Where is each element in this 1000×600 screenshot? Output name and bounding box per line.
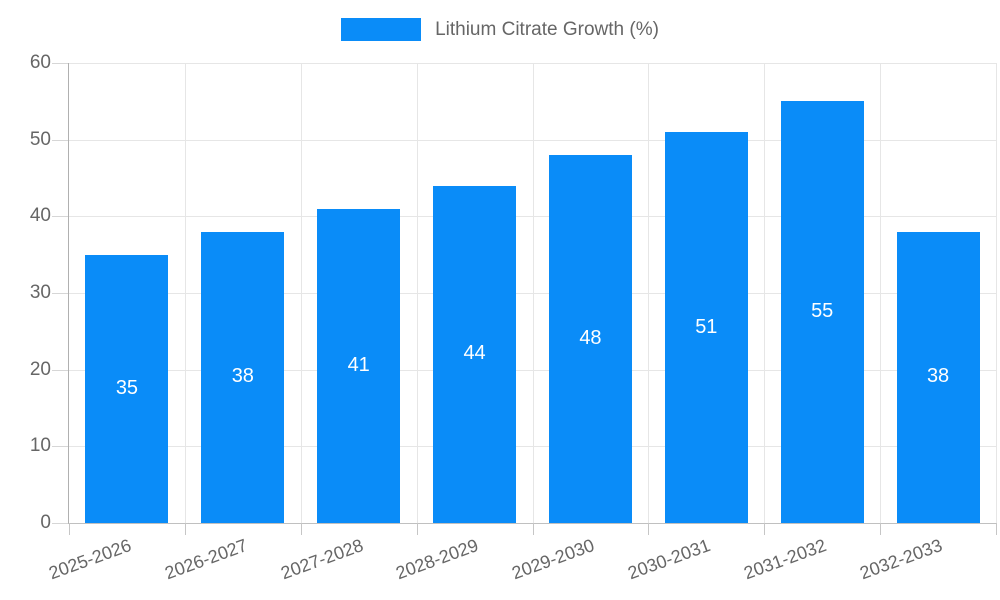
x-axis-tick bbox=[996, 523, 997, 535]
bar: 55 bbox=[780, 101, 864, 523]
x-tick-label: 2026-2027 bbox=[161, 535, 250, 584]
x-axis-tick bbox=[184, 523, 186, 535]
legend-swatch[interactable] bbox=[341, 18, 422, 41]
bar-value-label: 55 bbox=[811, 300, 834, 323]
chart-legend: Lithium Citrate Growth (%) bbox=[0, 18, 1000, 41]
bar-value-label: 44 bbox=[463, 342, 486, 365]
bar: 35 bbox=[85, 254, 169, 523]
x-axis-tick bbox=[416, 523, 418, 535]
x-gridline bbox=[184, 63, 186, 523]
x-tick-label: 2030-2031 bbox=[625, 535, 714, 584]
y-tick-label: 50 bbox=[29, 128, 51, 150]
bar: 38 bbox=[896, 231, 980, 523]
bar-value-label: 48 bbox=[579, 327, 602, 349]
bar: 38 bbox=[201, 231, 285, 523]
y-axis-tick bbox=[52, 293, 68, 294]
y-axis-tick bbox=[52, 63, 68, 64]
x-axis-tick bbox=[69, 523, 70, 535]
x-tick-label: 2027-2028 bbox=[277, 535, 366, 584]
y-tick-label: 20 bbox=[29, 358, 51, 380]
bar: 51 bbox=[664, 132, 748, 523]
x-tick-label: 2032-2033 bbox=[857, 535, 945, 584]
x-gridline bbox=[996, 63, 997, 523]
x-axis-tick bbox=[880, 523, 882, 535]
bar-value-label: 41 bbox=[347, 353, 370, 376]
x-gridline bbox=[764, 63, 766, 523]
x-gridline bbox=[648, 63, 650, 523]
x-tick-label: 2025-2026 bbox=[46, 535, 134, 584]
bar-value-label: 38 bbox=[231, 365, 254, 388]
bar: 44 bbox=[433, 185, 517, 523]
y-axis-tick bbox=[52, 216, 68, 218]
x-gridline bbox=[532, 63, 534, 523]
x-axis-tick bbox=[532, 523, 534, 535]
y-axis-tick bbox=[52, 139, 68, 141]
x-tick-label: 2028-2029 bbox=[393, 535, 482, 584]
y-axis-tick bbox=[52, 446, 68, 448]
bar-value-label: 51 bbox=[695, 315, 718, 338]
bar: 41 bbox=[317, 208, 401, 523]
x-tick-label: 2029-2030 bbox=[509, 535, 598, 584]
y-tick-label: 10 bbox=[29, 435, 51, 457]
bar: 48 bbox=[548, 155, 632, 523]
y-tick-label: 30 bbox=[29, 282, 51, 303]
plot-area: 0 10 20 30 40 50 60 35 38 41 44 48 51 55 38 2025-2026 20… bbox=[30, 52, 997, 583]
y-tick-label: 60 bbox=[29, 52, 51, 73]
y-tick-label: 0 bbox=[40, 512, 51, 533]
y-axis-tick bbox=[52, 369, 68, 371]
x-gridline bbox=[416, 63, 418, 523]
x-gridline bbox=[880, 63, 882, 523]
bar-value-label: 35 bbox=[115, 376, 139, 399]
x-gridline bbox=[300, 63, 302, 523]
bar-value-label: 38 bbox=[926, 365, 950, 388]
x-axis-tick bbox=[764, 523, 766, 535]
x-axis-tick bbox=[300, 523, 302, 535]
x-tick-label: 2031-2032 bbox=[741, 535, 830, 584]
y-axis-tick bbox=[52, 523, 68, 524]
x-axis-tick bbox=[648, 523, 650, 535]
y-tick-label: 40 bbox=[29, 205, 51, 227]
legend-label[interactable]: Lithium Citrate Growth (%) bbox=[435, 18, 659, 40]
